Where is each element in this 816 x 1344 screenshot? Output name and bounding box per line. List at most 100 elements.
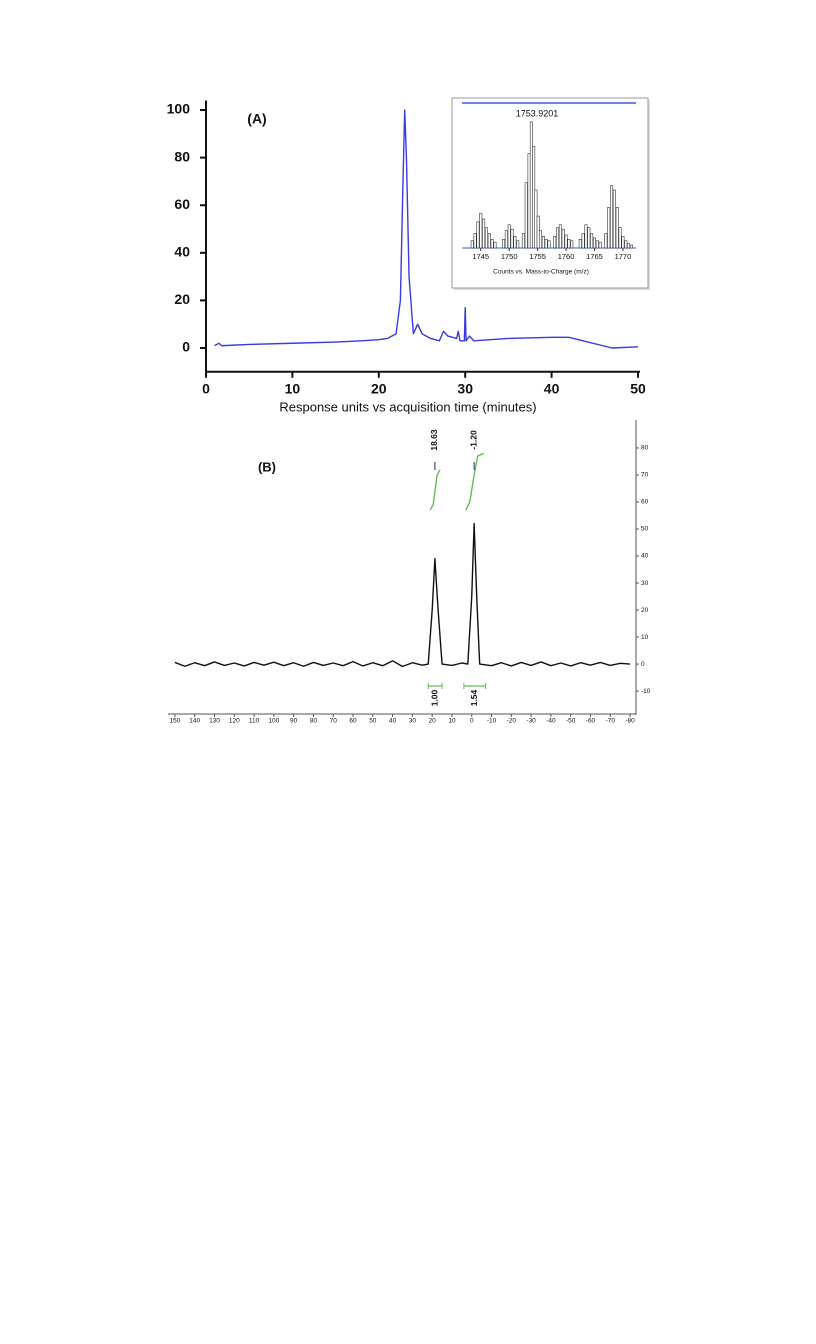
bar	[621, 236, 625, 249]
bar	[590, 233, 594, 249]
peak-annotation: 1753.9201	[516, 108, 559, 118]
bar	[584, 224, 588, 249]
bar	[521, 233, 525, 249]
x-tick-label: 80	[310, 718, 318, 725]
x-tick-label: 1770	[615, 252, 632, 261]
y-tick-label: 70	[641, 472, 649, 479]
y-tick-label: 80	[174, 148, 190, 164]
bar	[607, 207, 611, 249]
x-tick-label: 60	[349, 718, 357, 725]
bar	[541, 236, 545, 249]
data-line	[214, 109, 639, 349]
y-tick-label: 40	[641, 553, 649, 560]
y-tick-label: 0	[641, 661, 645, 668]
bar	[524, 182, 528, 249]
bar	[553, 236, 557, 249]
x-tick-label: 1765	[586, 252, 603, 261]
x-tick-label: -50	[566, 718, 576, 725]
x-tick-label: 50	[369, 718, 377, 725]
bar	[570, 240, 574, 249]
bar	[578, 239, 582, 249]
bar	[482, 218, 486, 249]
bar	[479, 212, 483, 249]
x-tick-label: 20	[371, 381, 387, 397]
y-tick-label: 60	[174, 196, 190, 212]
bar	[513, 236, 517, 249]
bar	[604, 233, 608, 249]
x-tick-label: 0	[470, 718, 474, 725]
x-tick-label: 1760	[558, 252, 575, 261]
y-tick-label: 20	[641, 607, 649, 614]
y-tick-label: 10	[641, 634, 649, 641]
bar	[507, 224, 511, 249]
bar	[567, 239, 571, 249]
bar	[493, 241, 497, 249]
x-tick-label: 50	[630, 381, 646, 397]
x-tick-label: 130	[209, 718, 220, 725]
x-tick-label: 0	[202, 381, 210, 397]
x-tick-label: 10	[448, 718, 456, 725]
y-tick-label: 40	[174, 244, 190, 260]
bar	[629, 244, 633, 249]
bar	[487, 233, 491, 249]
bar	[561, 228, 565, 249]
x-tick-label: 110	[249, 718, 260, 725]
panel-label: (B)	[258, 459, 276, 474]
x-tick-label: 1745	[472, 252, 489, 261]
x-tick-label: 90	[290, 718, 298, 725]
x-tick-label: 120	[229, 718, 240, 725]
x-tick-label: 140	[189, 718, 200, 725]
x-tick-label: 30	[409, 718, 417, 725]
x-tick-label: -40	[546, 718, 556, 725]
y-tick-label: 0	[182, 339, 190, 355]
bar	[627, 243, 631, 249]
x-tick-label: -30	[526, 718, 536, 725]
bar	[547, 240, 551, 249]
x-tick-label: 70	[330, 718, 338, 725]
y-tick-label: -10	[641, 688, 651, 695]
bar	[484, 227, 488, 249]
bar	[476, 221, 480, 249]
bar	[564, 234, 568, 249]
peak-label: 18.63	[429, 429, 439, 451]
x-tick-label: -20	[507, 718, 517, 725]
y-tick-label: 50	[641, 526, 649, 533]
x-axis-label: Counts vs. Mass-to-Charge (m/z)	[493, 269, 589, 276]
x-tick-label: 40	[389, 718, 397, 725]
integral-curve	[429, 469, 441, 511]
bar	[618, 227, 622, 249]
x-tick-label: -80	[625, 718, 635, 725]
bar	[556, 227, 560, 249]
bar	[598, 241, 602, 249]
x-axis-label: Response units vs acquisition time (minu…	[279, 399, 536, 414]
x-tick-label: 1755	[529, 252, 546, 261]
bar	[615, 207, 619, 249]
bar	[558, 224, 562, 249]
x-tick-label: 150	[169, 718, 180, 725]
bar	[612, 189, 616, 249]
bar	[470, 240, 474, 249]
y-tick-label: 30	[641, 580, 649, 587]
x-tick-label: 100	[268, 718, 279, 725]
data-line	[174, 522, 631, 668]
integral-label: 1.00	[429, 689, 439, 706]
x-tick-label: 10	[285, 381, 301, 397]
bar	[473, 233, 477, 249]
bar	[592, 237, 596, 249]
bar	[624, 240, 628, 249]
y-tick-label: 100	[167, 101, 191, 117]
bar	[610, 185, 614, 249]
bar	[587, 227, 591, 249]
bar	[510, 228, 514, 249]
x-tick-label: -60	[586, 718, 596, 725]
x-tick-label: 30	[457, 381, 473, 397]
y-tick-label: 80	[641, 445, 649, 452]
bar	[502, 239, 506, 249]
y-tick-label: 20	[174, 291, 190, 307]
x-tick-label: 1750	[501, 252, 518, 261]
bar	[544, 239, 548, 249]
x-tick-label: 20	[429, 718, 437, 725]
x-tick-label: -10	[487, 718, 497, 725]
integral-curve	[465, 452, 484, 511]
bar	[504, 230, 508, 249]
